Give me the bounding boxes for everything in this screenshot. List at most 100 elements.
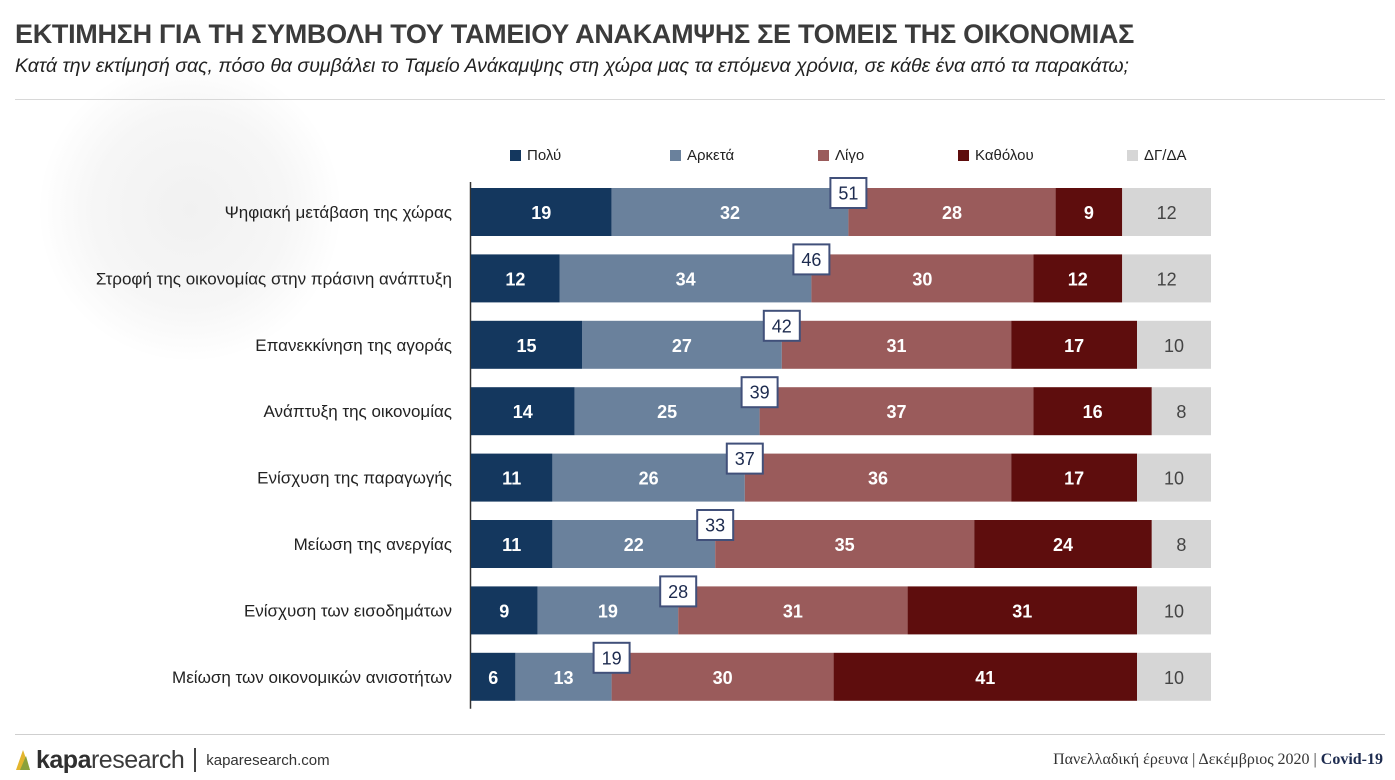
bar-segment	[907, 586, 1137, 635]
legend-label: ΔΓ/ΔΑ	[1144, 147, 1187, 164]
bar-segment	[1033, 387, 1152, 436]
category-label: Ανάπτυξη της οικονομίας	[263, 402, 452, 421]
bar-segment	[471, 453, 553, 502]
logo-separator	[194, 748, 197, 772]
bar-segment	[471, 586, 538, 635]
data-label: 14	[513, 402, 533, 422]
total-callout-box	[762, 309, 801, 342]
legend-item: Λίγο	[818, 147, 864, 164]
data-label: 11	[502, 469, 521, 489]
category-label: Επανεκκίνηση της αγοράς	[255, 336, 452, 355]
category-label: Ψηφιακή μετάβαση της χώρας	[225, 203, 452, 222]
data-label: 30	[912, 269, 932, 289]
bar-segment	[552, 520, 716, 568]
brand-name-rest: research	[90, 745, 185, 774]
legend-label: Αρκετά	[687, 147, 735, 164]
header-divider	[15, 99, 1385, 100]
data-label: 17	[1064, 469, 1084, 489]
bar-segment	[848, 188, 1056, 236]
bar-segment	[582, 320, 782, 369]
data-label: 35	[835, 535, 855, 555]
total-callout-label: 33	[705, 516, 725, 536]
bar-segment	[1151, 387, 1211, 436]
total-callout-label: 39	[750, 383, 770, 403]
survey-topic: Covid-19	[1320, 751, 1383, 768]
legend-swatch	[510, 150, 521, 161]
data-label: 13	[553, 668, 573, 688]
data-label: 19	[598, 601, 618, 621]
total-callout-box	[592, 641, 631, 674]
category-label: Ενίσχυση των εισοδημάτων	[244, 601, 452, 620]
data-label: 11	[502, 535, 521, 555]
chart-legend: Πολύ Αρκετά Λίγο Καθόλου ΔΓ/ΔΑ	[0, 147, 1395, 167]
legend-swatch	[1127, 150, 1138, 161]
data-label: 10	[1164, 601, 1184, 621]
data-label: 8	[1176, 535, 1186, 555]
legend-swatch	[670, 150, 681, 161]
data-label: 31	[886, 336, 906, 356]
total-callout-box	[696, 509, 735, 541]
bar-segment	[715, 520, 975, 568]
data-label: 27	[672, 336, 692, 356]
legend-item: ΔΓ/ΔΑ	[1127, 147, 1186, 164]
bar-segment	[1122, 254, 1211, 303]
data-label: 30	[713, 668, 733, 688]
legend-label: Καθόλου	[975, 147, 1034, 164]
data-label: 22	[624, 535, 644, 555]
bar-segment	[471, 254, 560, 303]
total-callout-box	[740, 376, 779, 409]
bar-segment	[759, 387, 1034, 436]
page-subtitle: Κατά την εκτίμησή σας, πόσο θα συμβάλει …	[15, 55, 1129, 77]
legend-swatch	[818, 150, 829, 161]
brand-logo: kapa research kaparesearch.com	[14, 745, 330, 775]
bar-segment	[1137, 652, 1211, 701]
kapa-logo-icon	[16, 750, 30, 770]
category-label: Στροφή της οικονομίας στην πράσινη ανάπτ…	[96, 269, 452, 288]
data-label: 24	[1053, 535, 1073, 555]
data-label: 10	[1164, 668, 1184, 688]
data-label: 16	[1083, 402, 1103, 422]
data-label: 12	[1157, 203, 1177, 223]
data-label: 28	[942, 203, 962, 223]
bar-segment	[781, 320, 1012, 369]
bar-segment	[552, 453, 745, 502]
data-label: 9	[1084, 203, 1094, 223]
data-label: 26	[639, 469, 659, 489]
data-label: 19	[531, 203, 551, 223]
data-label: 10	[1164, 336, 1184, 356]
data-label: 9	[499, 601, 509, 621]
data-label: 34	[676, 269, 696, 289]
bar-segment	[1137, 453, 1211, 502]
bar-segment	[611, 652, 834, 701]
bar-segment	[471, 520, 553, 568]
bar-segment	[811, 254, 1034, 303]
bar-segment	[1033, 254, 1123, 303]
data-label: 25	[657, 402, 677, 422]
bar-segment	[744, 453, 1012, 502]
bar-segment	[833, 652, 1137, 701]
page-title: ΕΚΤΙΜΗΣΗ ΓΙΑ ΤΗ ΣΥΜΒΟΛΗ ΤΟΥ ΤΑΜΕΙΟΥ ΑΝΑΚ…	[15, 19, 1135, 49]
bar-segment	[471, 320, 582, 369]
bar-segment	[1011, 320, 1137, 369]
total-callout-label: 28	[668, 582, 688, 602]
data-label: 31	[1012, 601, 1032, 621]
bar-segment	[471, 652, 516, 701]
total-callout-label: 46	[801, 250, 821, 270]
bar-segment	[559, 254, 812, 303]
bar-segment	[574, 387, 760, 436]
total-callout-label: 19	[602, 648, 622, 668]
bar-segment	[1011, 453, 1137, 502]
brand-url[interactable]: kaparesearch.com	[206, 751, 330, 769]
bar-segment	[1055, 188, 1123, 236]
bar-segment	[471, 188, 612, 236]
total-callout-label: 42	[772, 316, 792, 336]
bar-segment	[1137, 320, 1211, 369]
data-label: 32	[720, 203, 740, 223]
data-label: 17	[1064, 336, 1084, 356]
data-label: 12	[1068, 269, 1088, 289]
legend-item: Καθόλου	[958, 147, 1034, 164]
data-label: 12	[505, 269, 525, 289]
legend-label: Πολύ	[527, 147, 562, 164]
data-label: 41	[975, 668, 995, 688]
category-label: Μείωση των οικονομικών ανισοτήτων	[172, 668, 452, 687]
